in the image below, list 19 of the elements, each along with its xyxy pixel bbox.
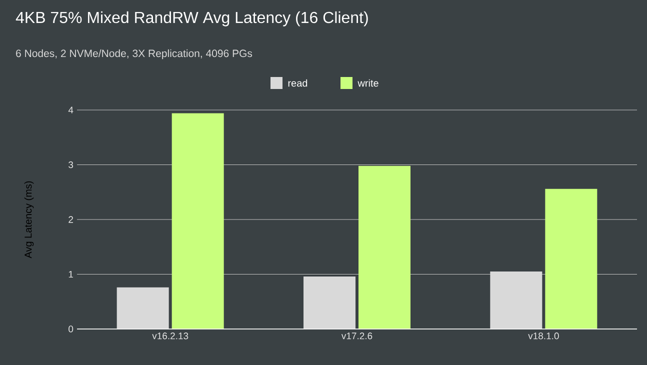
bar	[490, 272, 542, 329]
bar	[304, 276, 356, 329]
bar	[545, 188, 598, 329]
legend-label: read	[288, 79, 308, 87]
y-axis-title: Avg Latency (ms)	[24, 181, 34, 258]
legend-label: write	[358, 79, 378, 87]
chart-subtitle: 6 Nodes, 2 NVMe/Node, 3X Replication, 4096 PGs	[16, 49, 252, 60]
bar	[358, 166, 411, 329]
y-tick-label: 2	[68, 216, 73, 223]
y-tick-label: 3	[68, 161, 74, 168]
bar	[172, 113, 224, 329]
y-tick-label: 0	[68, 326, 74, 332]
y-tick-label: 1	[68, 270, 73, 278]
chart-title: 4KB 75% Mixed RandRW Avg Latency (16 Client)	[16, 11, 368, 26]
x-tick-label: v16.2.13	[152, 332, 188, 340]
x-tick-label: v17.2.6	[341, 332, 372, 340]
x-tick-label: v18.1.0	[528, 332, 559, 340]
y-tick-label: 4	[68, 106, 74, 114]
bar	[116, 287, 169, 329]
